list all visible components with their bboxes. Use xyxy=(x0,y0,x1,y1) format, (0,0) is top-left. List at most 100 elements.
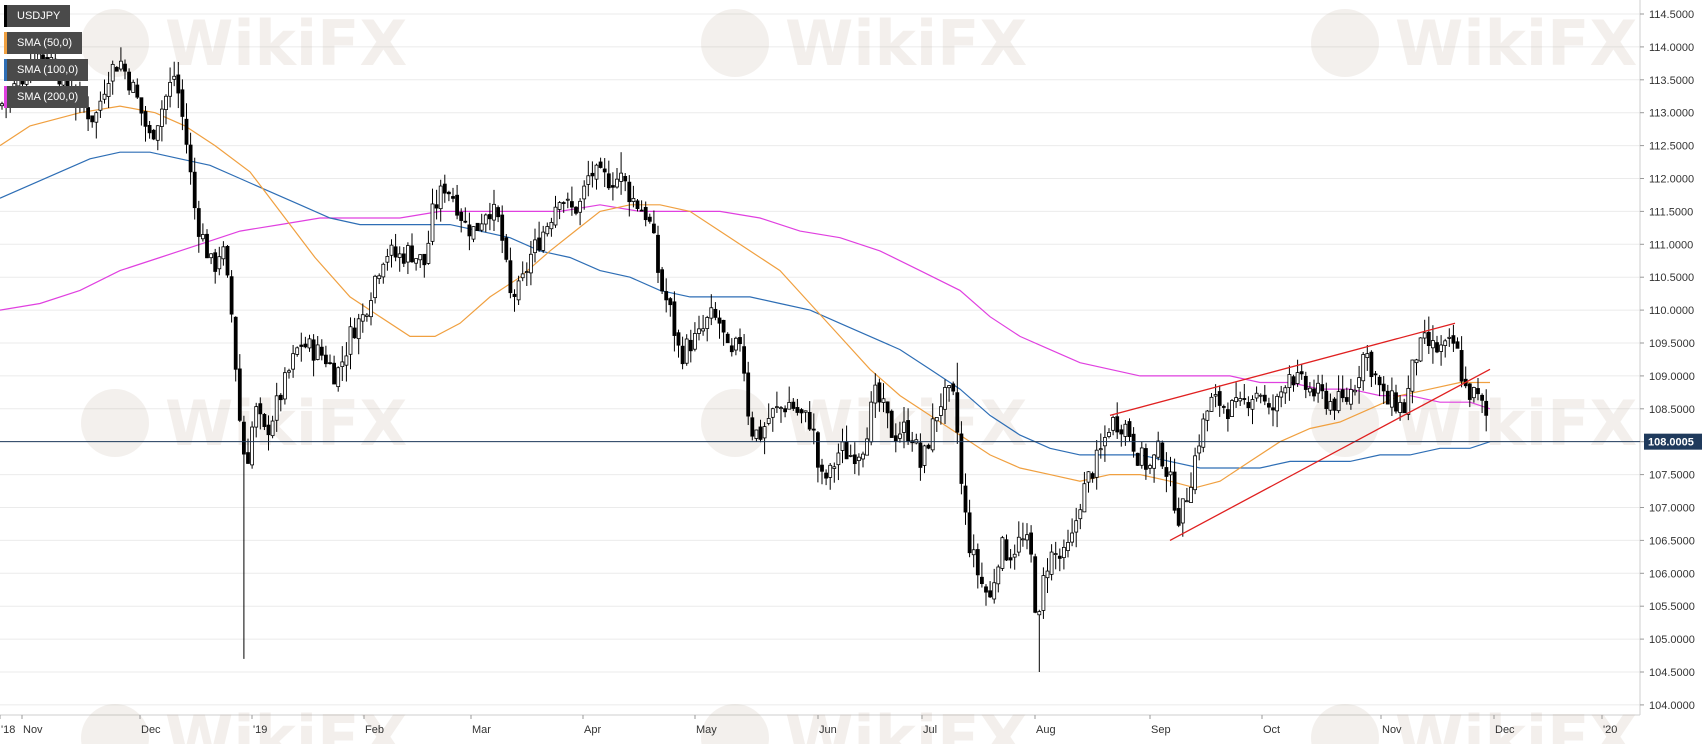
candle xyxy=(1414,358,1419,376)
candle-body xyxy=(1385,390,1390,405)
candle-body xyxy=(1295,372,1300,384)
candle xyxy=(332,355,337,385)
candle-body xyxy=(594,164,599,180)
candle-body xyxy=(1373,373,1378,376)
candle-body xyxy=(410,245,414,263)
legend-item-sma-50[interactable]: SMA (50,0) xyxy=(4,32,83,54)
candle-body xyxy=(1250,399,1255,410)
candle-body xyxy=(721,319,726,333)
candle xyxy=(955,362,960,444)
candle-body xyxy=(1451,335,1456,344)
candle xyxy=(1189,472,1193,503)
candle-body xyxy=(713,308,718,318)
candle xyxy=(791,398,796,411)
candle xyxy=(565,192,570,209)
candle-body xyxy=(483,214,488,225)
watermark-logo-icon xyxy=(1311,9,1379,77)
candle-body xyxy=(1226,409,1230,420)
candle xyxy=(570,186,574,216)
candle xyxy=(1291,374,1296,392)
y-tick-label: 111.0000 xyxy=(1649,239,1693,251)
candle xyxy=(1221,404,1226,414)
candle xyxy=(586,160,591,197)
candle xyxy=(1476,377,1480,401)
candle-body xyxy=(1459,350,1464,382)
candle-body xyxy=(1435,342,1439,353)
candle-body xyxy=(176,74,181,94)
candle-body xyxy=(1480,394,1484,401)
candle-body xyxy=(590,172,595,177)
candle xyxy=(779,405,783,423)
candle-body xyxy=(881,398,886,403)
legend-item-sma-100[interactable]: SMA (100,0) xyxy=(4,59,89,81)
candle xyxy=(1053,541,1058,570)
candle-body xyxy=(762,426,767,439)
candle-body xyxy=(688,339,693,352)
candle-body xyxy=(1172,471,1177,511)
candle-body xyxy=(1320,384,1325,392)
x-tick-label: Nov xyxy=(1382,724,1402,736)
candle-body xyxy=(996,566,1001,585)
legend-item-sma-200[interactable]: SMA (200,0) xyxy=(4,86,89,108)
candle xyxy=(336,366,341,392)
candle-body xyxy=(299,344,304,347)
candle-body xyxy=(270,420,275,437)
candle xyxy=(811,413,816,445)
trendline xyxy=(1169,368,1491,541)
candle xyxy=(549,217,554,237)
candle-body xyxy=(340,361,345,367)
candle-body xyxy=(980,576,984,585)
candle-body xyxy=(360,314,365,322)
candle xyxy=(348,317,353,370)
candle xyxy=(463,207,468,224)
candle-body xyxy=(832,466,837,469)
candle-body xyxy=(127,71,131,91)
candle xyxy=(401,246,406,268)
candle xyxy=(816,431,820,483)
x-tick-label: May xyxy=(696,724,717,736)
candle xyxy=(943,379,947,425)
candle-body xyxy=(123,63,127,72)
legend-item-usdjpy[interactable]: USDJPY xyxy=(4,5,71,27)
candle xyxy=(1230,399,1234,417)
candle xyxy=(1127,418,1132,442)
candle-body xyxy=(1431,340,1435,349)
watermark: WikiFX xyxy=(81,7,407,80)
candle-body xyxy=(668,298,673,306)
x-tick-label: Feb xyxy=(365,724,384,736)
candle xyxy=(672,291,677,352)
candle-body xyxy=(229,276,234,315)
y-tick-label: 107.0000 xyxy=(1649,503,1695,515)
candle-body xyxy=(393,246,398,258)
candle-body xyxy=(693,333,697,350)
candle xyxy=(356,313,361,355)
candle-body xyxy=(857,456,861,461)
candle xyxy=(377,273,382,285)
y-tick-label: 109.5000 xyxy=(1649,338,1695,350)
candle xyxy=(1078,503,1083,530)
candle xyxy=(1156,431,1161,461)
watermark: WikiFX xyxy=(701,7,1027,80)
candle xyxy=(1254,386,1259,402)
candle xyxy=(508,247,513,299)
candle xyxy=(90,115,95,128)
candle-body xyxy=(192,171,197,209)
candle-body xyxy=(676,332,681,346)
watermark: WikiFX xyxy=(81,702,407,744)
candle xyxy=(315,336,320,361)
candle xyxy=(619,152,623,195)
candle-body xyxy=(717,317,722,324)
candle-body xyxy=(196,208,201,237)
candle-body xyxy=(164,95,168,111)
candle xyxy=(159,100,164,142)
candle xyxy=(1324,382,1329,415)
y-tick-label: 110.0000 xyxy=(1649,305,1694,317)
candle xyxy=(385,248,390,271)
candle xyxy=(1209,393,1214,412)
candle xyxy=(1057,548,1062,572)
candle-body xyxy=(1267,403,1271,408)
candle-body xyxy=(1090,473,1095,479)
candle xyxy=(1418,337,1423,363)
candle-body xyxy=(869,401,874,443)
